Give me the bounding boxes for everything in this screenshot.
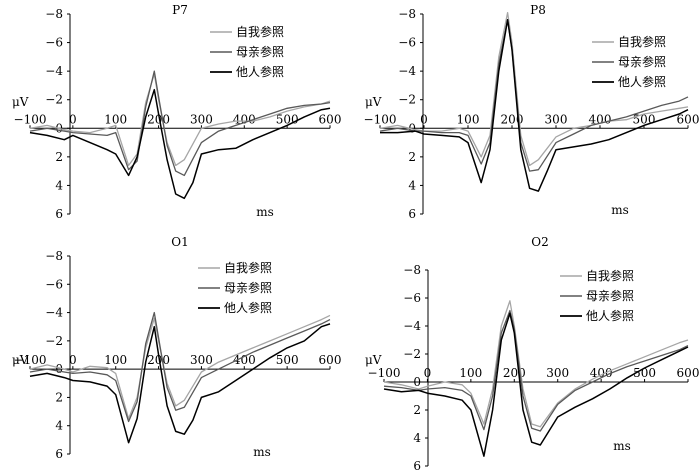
- y-tick-label: −6: [398, 36, 416, 50]
- y-axis-title: μV: [12, 95, 29, 109]
- x-tick-label: 300: [545, 112, 568, 126]
- x-axis-title: ms: [256, 205, 274, 219]
- x-tick-label: 100: [457, 112, 480, 126]
- x-tick-label: 400: [233, 353, 256, 367]
- x-tick-label: 100: [104, 112, 127, 126]
- x-tick-label: 300: [190, 353, 213, 367]
- series-line-1: [29, 70, 331, 177]
- y-tick-label: −2: [45, 334, 63, 348]
- y-tick-label: −4: [403, 319, 421, 333]
- panel-title: P8: [530, 3, 546, 17]
- x-tick-label: 200: [147, 112, 170, 126]
- x-tick-label: −100: [14, 112, 47, 126]
- series-line-0: [379, 11, 689, 167]
- legend-label-0: 自我参照: [586, 268, 634, 283]
- y-tick-label: −4: [45, 306, 63, 320]
- x-tick-label: −100: [368, 366, 401, 380]
- legend-label-2: 他人参照: [618, 74, 666, 89]
- legend-label-2: 他人参照: [236, 64, 284, 79]
- y-tick-label: 4: [413, 431, 421, 445]
- series-line-2: [29, 88, 331, 200]
- x-tick-label: 600: [319, 112, 342, 126]
- legend-label-1: 母亲参照: [586, 288, 634, 303]
- y-tick-label: 6: [408, 207, 416, 221]
- panel-title: O2: [531, 235, 548, 249]
- legend-label-1: 母亲参照: [224, 280, 272, 295]
- y-tick-label: 6: [55, 207, 63, 221]
- y-tick-label: 4: [408, 178, 416, 192]
- y-tick-label: 2: [55, 390, 63, 404]
- x-tick-label: −100: [364, 112, 397, 126]
- y-tick-label: −8: [398, 7, 416, 21]
- legend-label-0: 自我参照: [236, 24, 284, 39]
- y-axis-title: μV: [365, 353, 382, 367]
- x-tick-label: 100: [104, 353, 127, 367]
- x-tick-label: −100: [14, 353, 47, 367]
- x-tick-label: 300: [190, 112, 213, 126]
- x-tick-label: 0: [424, 366, 432, 380]
- series-line-1: [29, 311, 331, 423]
- x-tick-label: 300: [546, 366, 569, 380]
- y-tick-label: 0: [55, 362, 63, 376]
- y-tick-label: 2: [408, 150, 416, 164]
- y-tick-label: −6: [45, 277, 63, 291]
- y-tick-label: 6: [413, 459, 421, 470]
- x-tick-label: 500: [276, 353, 299, 367]
- x-axis-title: ms: [613, 439, 631, 453]
- x-tick-label: 500: [633, 366, 656, 380]
- y-tick-label: −2: [45, 93, 63, 107]
- legend-label-2: 他人参照: [224, 300, 272, 315]
- legend-label-1: 母亲参照: [618, 54, 666, 69]
- chart-panel-O1: −8 −6 −4 −2 0 2 4 6 −100 0 100 200 300 400 500 600 O1 ms μ…: [12, 235, 341, 461]
- y-tick-label: −2: [398, 93, 416, 107]
- y-tick-label: 0: [413, 375, 421, 389]
- legend-label-2: 他人参照: [586, 308, 634, 323]
- legend-label-1: 母亲参照: [236, 44, 284, 59]
- y-tick-label: −8: [45, 249, 63, 263]
- y-tick-label: −6: [403, 291, 421, 305]
- series-line-0: [383, 300, 689, 428]
- x-tick-label: 600: [677, 112, 700, 126]
- y-tick-label: −8: [45, 7, 63, 21]
- x-axis-title: ms: [253, 445, 271, 459]
- x-tick-label: 600: [677, 366, 700, 380]
- x-tick-label: 400: [589, 112, 612, 126]
- series-line-2: [29, 323, 331, 444]
- x-tick-label: 0: [420, 112, 428, 126]
- panel-title: O1: [171, 235, 188, 249]
- y-tick-label: 4: [55, 419, 63, 433]
- y-tick-label: −6: [45, 36, 63, 50]
- y-tick-label: −4: [45, 64, 63, 78]
- legend-label-0: 自我参照: [618, 34, 666, 49]
- y-axis-title: μV: [12, 353, 29, 367]
- y-tick-label: 2: [55, 150, 63, 164]
- x-tick-label: 600: [319, 353, 342, 367]
- x-tick-label: 0: [69, 112, 77, 126]
- series-line-2: [383, 312, 689, 457]
- y-tick-label: 2: [413, 403, 421, 417]
- y-tick-label: 4: [55, 178, 63, 192]
- y-tick-label: 6: [55, 447, 63, 461]
- panel-title: P7: [172, 3, 188, 17]
- x-tick-label: 400: [590, 366, 613, 380]
- legend-label-0: 自我参照: [224, 260, 272, 275]
- y-tick-label: −4: [398, 64, 416, 78]
- y-tick-label: 0: [408, 121, 416, 135]
- y-tick-label: −2: [403, 347, 421, 361]
- x-tick-label: 200: [503, 366, 526, 380]
- series-line-2: [380, 18, 689, 192]
- x-tick-label: 200: [147, 353, 170, 367]
- series-line-1: [383, 309, 689, 432]
- x-tick-label: 0: [69, 353, 77, 367]
- y-tick-label: −8: [403, 263, 421, 277]
- x-axis-title: ms: [611, 203, 629, 217]
- x-tick-label: 100: [459, 366, 482, 380]
- x-tick-label: 400: [233, 112, 256, 126]
- y-axis-title: μV: [365, 95, 382, 109]
